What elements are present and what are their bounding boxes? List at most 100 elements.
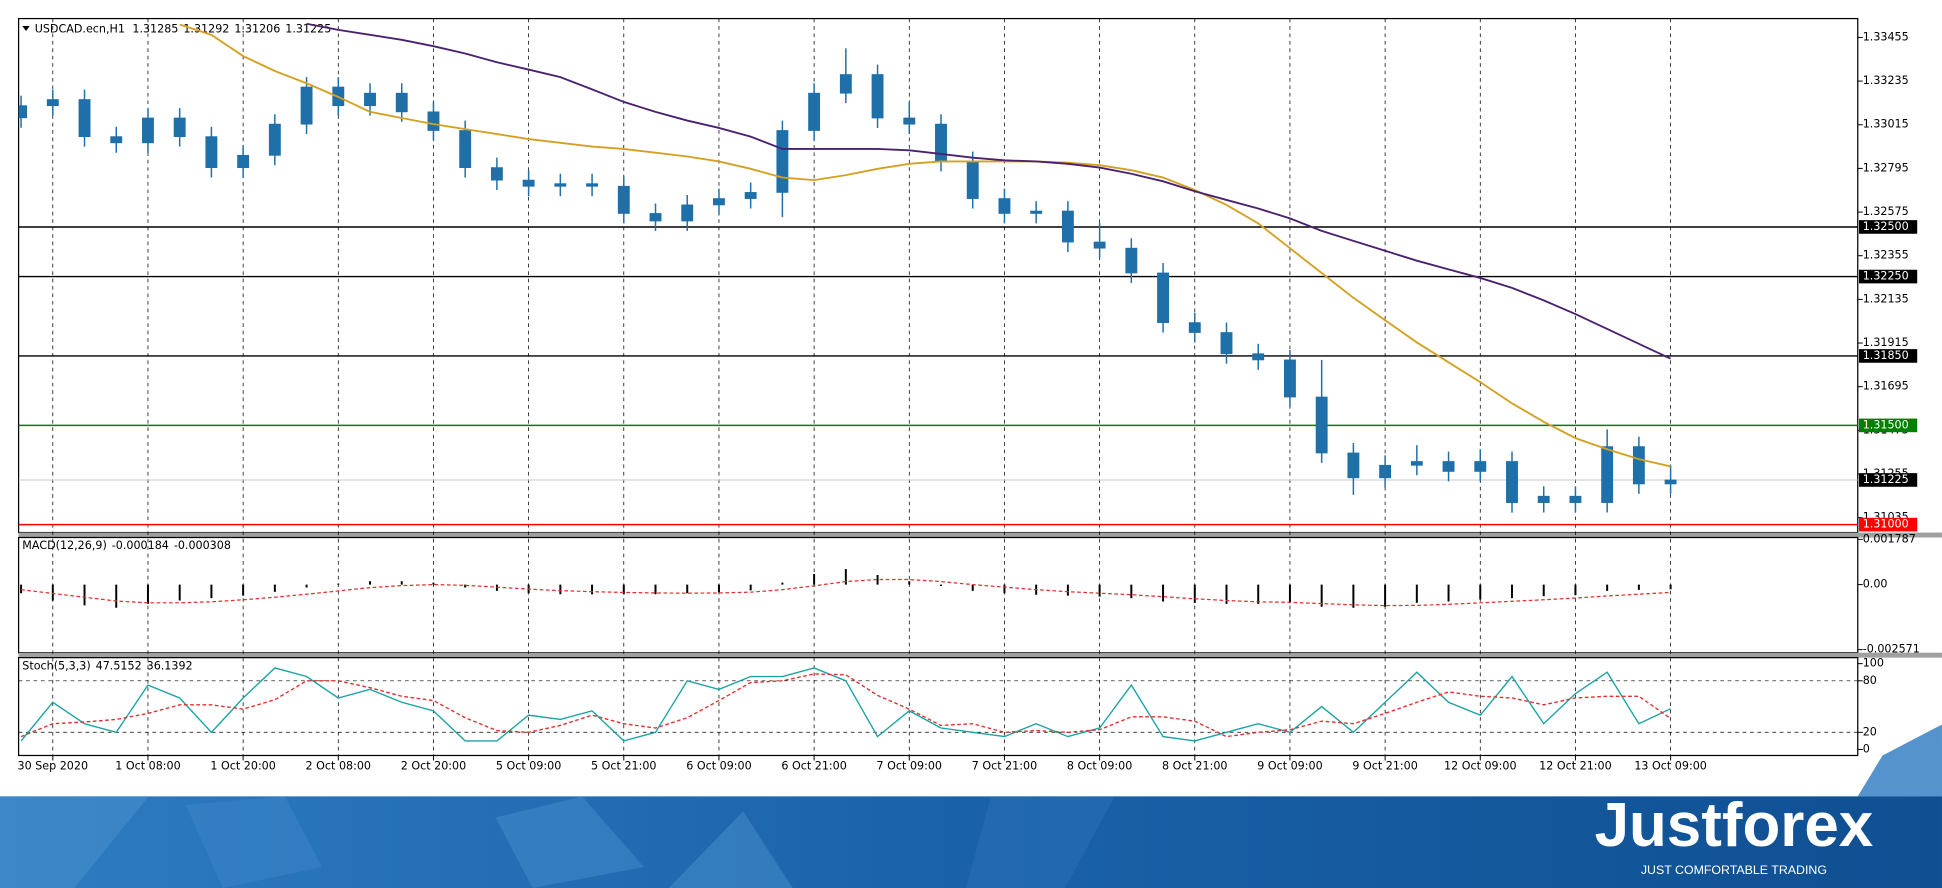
candle-body [554,183,567,187]
stoch-header: Stoch(5,3,3) 47.5152 36.1392 [22,659,192,672]
x-tick-label: 7 Oct 21:00 [972,760,1037,773]
price-level-box [1859,473,1918,487]
candle-body [173,117,186,138]
x-tick-label: 9 Oct 09:00 [1257,760,1322,773]
candle-body [1125,247,1138,274]
candle-body [1664,479,1677,485]
price-level-label: 1.31500 [1863,418,1909,431]
header-value: 1.31285 [132,23,178,36]
candle-body [237,154,250,168]
y-tick-label: 1.32795 [1863,161,1909,174]
x-tick-label: 5 Oct 21:00 [591,760,656,773]
price-level-box [1859,269,1918,284]
panel-separator [18,532,1942,538]
candle-body [586,183,599,187]
candle-body [142,117,154,144]
candle-body [1442,461,1455,472]
candle-body [808,92,821,131]
y-tick-label: 20 [1863,725,1877,738]
candle-body [998,198,1011,214]
candle-body [110,136,123,144]
y-tick-label: 1.33235 [1863,74,1909,87]
decoration [966,796,1115,888]
candle-body [1030,210,1043,214]
x-tick-label: 2 Oct 20:00 [401,760,466,773]
y-tick-label: 1.33455 [1863,30,1909,43]
main-header: USDCAD.ecn,H1 1.31285 1.31292 1.31206 1.3122… [35,23,332,36]
price-level-label: 1.31850 [1863,349,1909,362]
price-level-box [1859,349,1918,363]
candle-body [1379,464,1392,479]
x-tick-label: 2 Oct 08:00 [306,760,371,773]
macd-header: MACD(12,26,9) -0.000184 -0.000308 [22,539,231,552]
candle-body [871,74,884,119]
x-tick-label: 6 Oct 09:00 [686,760,751,773]
candle-body [935,123,947,162]
header-value: 1.31292 [183,23,229,36]
x-tick-label: 13 Oct 09:00 [1634,760,1707,773]
candle-body [1252,353,1265,361]
candle-body [649,213,662,222]
header-value: -0.000184 [112,539,169,552]
candle-body [205,136,218,168]
candle-body [395,92,408,113]
candle-body [1569,495,1582,503]
brand-name: Justforex [1595,791,1874,860]
candle-body [268,123,281,156]
candle-body [1410,461,1423,466]
candle-body [903,117,916,125]
header-value: 1.31206 [234,23,280,36]
candle-body [839,74,852,94]
y-tick-label: 0.001787 [1863,532,1916,545]
price-level-label: 1.31225 [1863,473,1909,486]
brand-tagline: JUST COMFORTABLE TRADING [1641,863,1827,877]
price-level-label: 1.32250 [1863,270,1909,283]
price-level-box [1859,517,1918,532]
candle-body [966,161,979,199]
x-tick-label: 1 Oct 08:00 [115,760,180,773]
candle-body [1601,446,1614,503]
price-level-box [1859,220,1918,234]
candle-body [490,167,503,181]
decoration [668,811,793,888]
candle-body [1093,241,1106,249]
y-tick-label: 80 [1863,674,1877,687]
candle-body [1347,452,1360,479]
candle-body [1220,332,1233,355]
candle-body [522,179,535,187]
header-value: 47.5152 [96,659,142,672]
x-tick-label: 30 Sep 2020 [18,760,89,773]
candle-body [300,86,313,125]
y-tick-label: 1.32575 [1863,205,1909,218]
y-tick-label: 1.33015 [1863,118,1909,131]
x-tick-label: 5 Oct 09:00 [496,760,561,773]
menu-arrow [22,26,30,31]
y-tick-label: 100 [1863,657,1884,670]
decoration [495,796,645,888]
x-tick-label: 9 Oct 21:00 [1352,760,1417,773]
header-value: 36.1392 [147,659,193,672]
price-level-label: 1.32500 [1863,220,1909,233]
y-tick-label: 1.31915 [1863,336,1909,349]
stoch-line [20,667,1671,742]
x-tick-label: 12 Oct 09:00 [1444,760,1517,773]
symbol: USDCAD.ecn,H1 [35,23,125,36]
decoration [185,796,323,888]
candle-body [1474,461,1487,472]
x-tick-label: 8 Oct 09:00 [1067,760,1132,773]
candle-body [1315,396,1328,454]
candle-body [1632,446,1645,485]
price-level-label: 1.31000 [1863,518,1909,531]
y-tick-label: 0 [1863,742,1870,755]
candle-body [617,185,630,214]
candle-body [18,105,28,119]
candle-body [427,111,440,131]
candle-body [1157,272,1170,323]
x-tick-label: 7 Oct 09:00 [877,760,942,773]
candle-body [681,204,694,222]
candle-body [776,130,789,193]
candle-body [1188,322,1201,333]
x-tick-label: 8 Oct 21:00 [1162,760,1227,773]
